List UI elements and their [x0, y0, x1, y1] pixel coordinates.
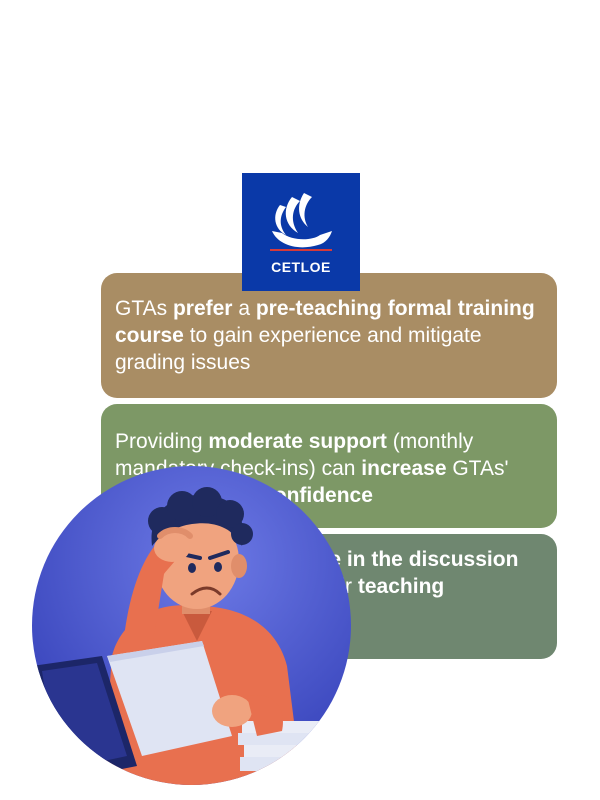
card-text-bold: pre-teaching formal training course [115, 297, 535, 347]
info-card-training-course: GTAs prefer a pre-teaching formal traini… [101, 273, 557, 398]
logo-text: CETLOE [271, 259, 331, 275]
flame-logo-icon [270, 193, 332, 251]
card-text-segment: to gain experience and mitigate grading … [115, 324, 482, 374]
card-text-bold: prefer [172, 297, 233, 320]
cetloe-logo: CETLOE [242, 173, 360, 291]
stressed-person-illustration [32, 466, 351, 785]
card-text: GTAs prefer a pre-teaching formal traini… [115, 295, 541, 376]
card-text-bold: increase [361, 457, 447, 480]
card-text-segment: Providing [115, 430, 209, 453]
card-text-segment: GTAs [115, 297, 173, 320]
card-text-bold: moderate support [208, 430, 387, 453]
stressed-person-reading-paper-icon [32, 466, 351, 785]
card-text-segment: GTAs' [446, 457, 509, 480]
card-text-segment: a [232, 297, 256, 320]
